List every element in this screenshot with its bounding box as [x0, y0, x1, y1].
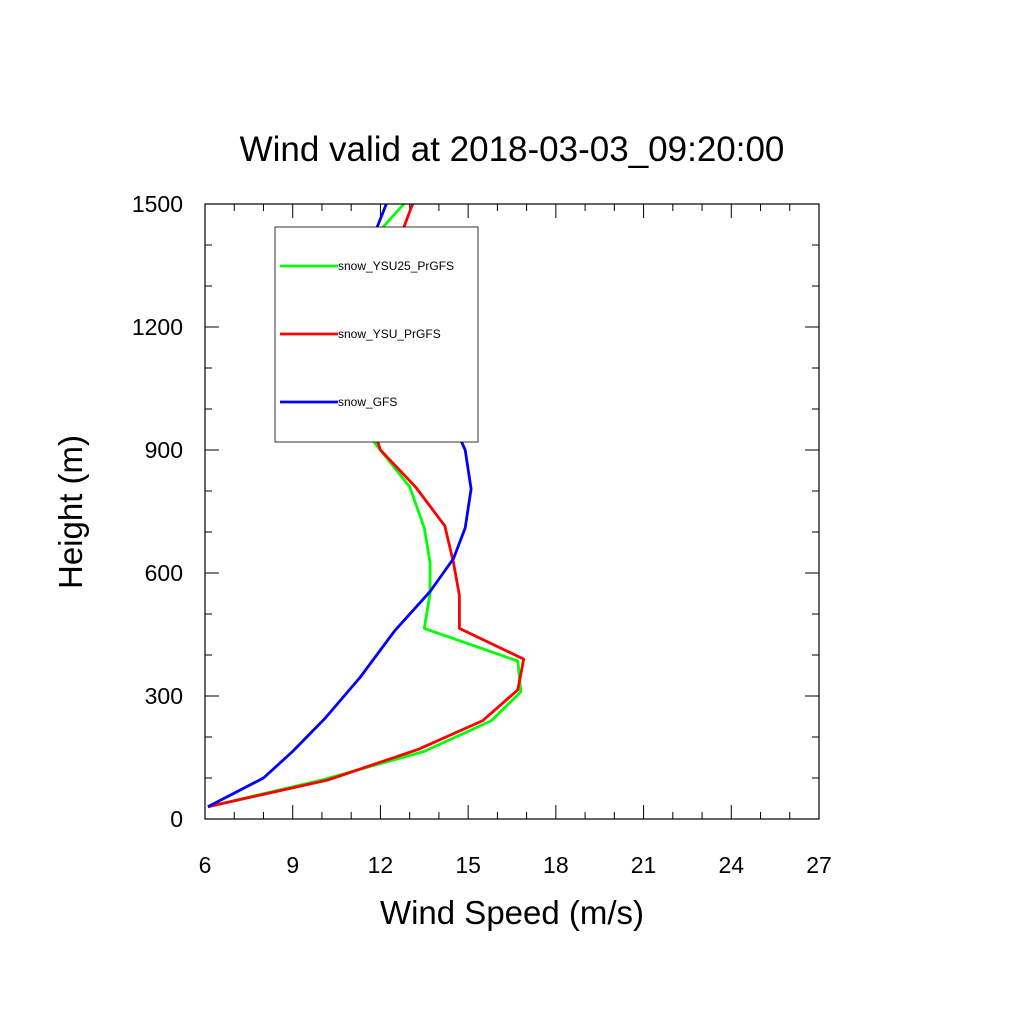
y-tick-label: 1500	[132, 191, 183, 217]
plot-frame	[204, 203, 820, 820]
y-tick-label: 0	[170, 806, 183, 832]
x-tick-label: 12	[368, 852, 394, 878]
x-tick-label: 24	[718, 852, 744, 878]
legend-label: snow_YSU25_PrGFS	[338, 259, 454, 273]
x-axis-label: Wind Speed (m/s)	[380, 894, 644, 931]
legend-label: snow_YSU_PrGFS	[338, 327, 441, 341]
y-tick-label: 300	[145, 683, 183, 709]
x-tick-label: 9	[286, 852, 299, 878]
x-tick-label: 6	[199, 852, 212, 878]
y-axis-label: Height (m)	[52, 435, 89, 589]
legend: snow_YSU25_PrGFS snow_YSU_PrGFS snow_GFS	[274, 226, 479, 443]
x-tick-labels: 6 9 12 15 18 21 24 27	[199, 852, 832, 878]
y-tick-labels: 0 300 600 900 1200 1500	[132, 191, 183, 832]
x-tick-label: 15	[455, 852, 481, 878]
legend-label: snow_GFS	[338, 395, 397, 409]
y-tick-label: 600	[145, 560, 183, 586]
y-tick-label: 900	[145, 437, 183, 463]
chart-title: Wind valid at 2018-03-03_09:20:00	[240, 130, 785, 169]
x-tick-label: 27	[806, 852, 832, 878]
y-tick-label: 1200	[132, 314, 183, 340]
x-tick-label: 21	[631, 852, 657, 878]
x-tick-label: 18	[543, 852, 569, 878]
legend-entries: snow_YSU25_PrGFS snow_YSU_PrGFS snow_GFS	[280, 259, 454, 409]
